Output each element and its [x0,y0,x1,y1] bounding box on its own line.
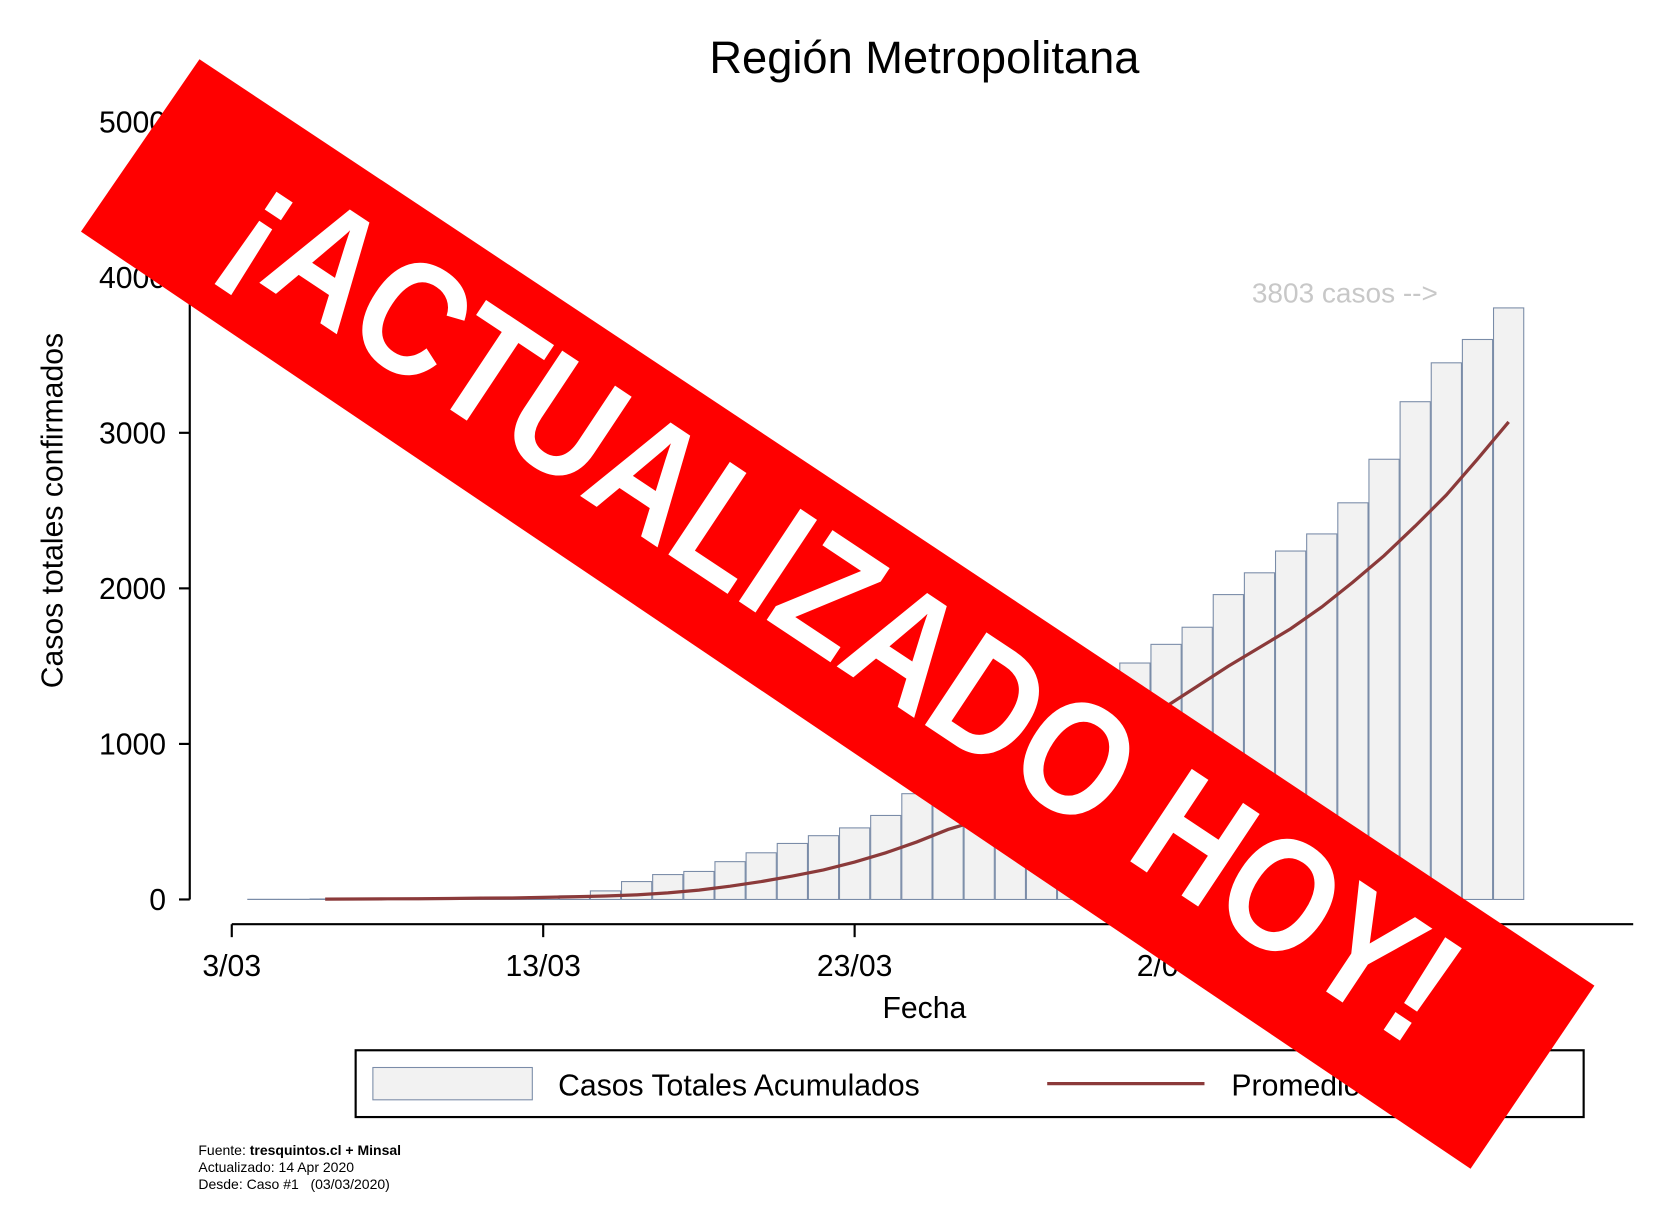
x-tick-label: 13/03 [505,950,580,983]
bar [683,870,715,900]
y-tick-label: 2000 [99,573,166,606]
bar [1399,401,1431,900]
updated-note: Actualizado: 14 Apr 2020 [198,1159,354,1175]
bar [776,842,808,900]
bar [1430,362,1462,900]
legend-label: Casos Totales Acumulados [558,1070,920,1103]
y-tick-label: 1000 [99,729,166,762]
y-tick-label: 3000 [99,418,166,451]
x-tick-label: 23/03 [817,950,892,983]
bar [1368,458,1400,900]
source-note: Fuente: tresquintos.cl + Minsal [198,1142,401,1158]
source-value: tresquintos.cl + Minsal [250,1142,401,1158]
bar [714,861,746,900]
line [325,420,1510,901]
annotation: 3803 casos --> [1252,278,1438,309]
since-note: Desde: Caso #1 (03/03/2020) [198,1176,389,1192]
bar [1492,307,1525,900]
x-axis-label: Fecha [882,992,966,1025]
bar [745,852,777,900]
x-tick-label: 3/03 [202,950,261,983]
banner-band [80,59,1595,1169]
bar [652,874,684,900]
bar [1461,338,1494,900]
y-tick-label: 0 [149,884,166,917]
chart-title: Región Metropolitana [709,32,1140,83]
source-label: Fuente: [198,1142,245,1158]
legend-swatch [372,1066,533,1101]
y-axis-label: Casos totales confirmados [37,333,70,688]
